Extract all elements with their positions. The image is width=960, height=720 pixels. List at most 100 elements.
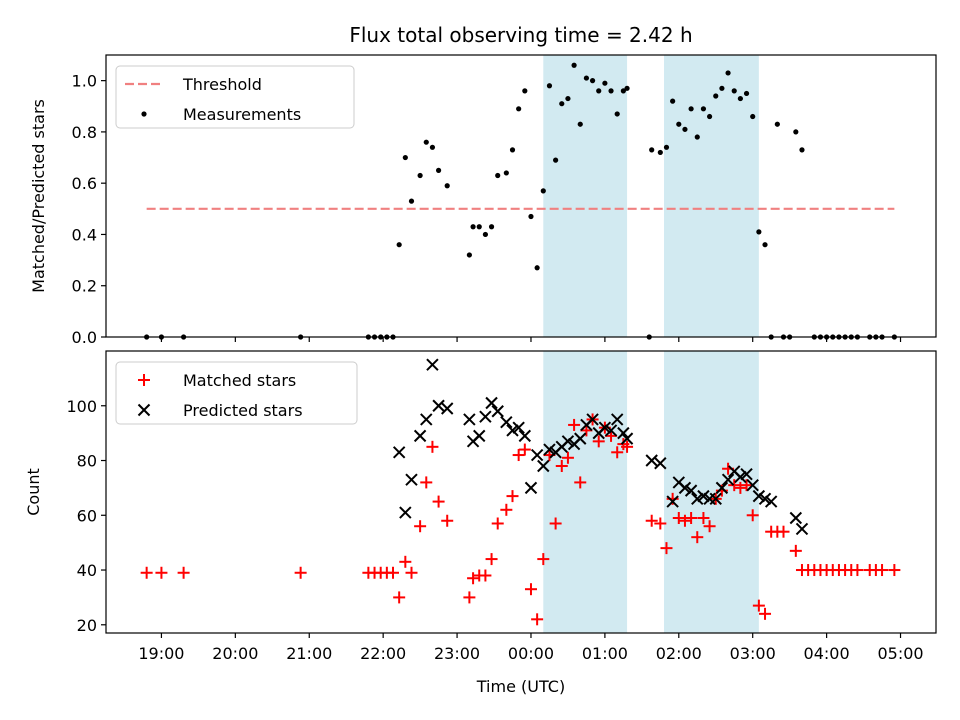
y-tick-label: 0.4 xyxy=(72,225,97,244)
data-point xyxy=(678,481,692,495)
observing-interval-shade xyxy=(664,351,759,633)
data-point xyxy=(516,106,522,112)
data-point xyxy=(561,435,575,448)
data-point xyxy=(654,517,667,530)
y-tick-label: 0.2 xyxy=(72,277,97,296)
data-point xyxy=(657,149,663,156)
data-point xyxy=(432,495,445,508)
data-point xyxy=(694,134,700,140)
legend-box xyxy=(115,65,355,129)
data-point xyxy=(503,170,509,176)
data-point xyxy=(417,172,423,179)
data-point xyxy=(876,564,889,577)
data-point xyxy=(624,85,630,91)
data-point xyxy=(731,88,737,94)
data-point xyxy=(793,129,799,135)
data-point xyxy=(426,440,439,453)
legend-key xyxy=(137,403,151,417)
data-point xyxy=(531,613,544,626)
data-point xyxy=(691,492,704,506)
x-tick-label: 21:00 xyxy=(286,644,332,663)
x-tick-label: 01:00 xyxy=(582,644,628,663)
series-matched-stars xyxy=(140,413,901,626)
data-point xyxy=(140,566,153,579)
x-tick-label: 23:00 xyxy=(434,644,480,663)
data-point xyxy=(414,520,427,533)
data-point xyxy=(703,520,716,533)
plot-frame xyxy=(105,350,937,634)
data-point xyxy=(495,172,501,179)
legend-key xyxy=(138,374,150,386)
data-point xyxy=(728,479,741,492)
data-point xyxy=(682,126,688,132)
data-point xyxy=(670,98,676,104)
data-point xyxy=(479,410,492,423)
data-point xyxy=(678,514,691,527)
data-point xyxy=(568,418,581,431)
data-point xyxy=(559,101,565,107)
data-point xyxy=(583,75,590,81)
x-tick-label: 20:00 xyxy=(212,644,258,663)
data-point xyxy=(402,154,408,161)
chart-title: Flux total observing time = 2.42 h xyxy=(349,23,692,47)
data-point xyxy=(294,566,307,579)
data-point xyxy=(470,224,476,230)
data-point xyxy=(645,514,658,527)
x-tick-label: 04:00 xyxy=(804,644,850,663)
data-point xyxy=(734,481,747,494)
series-predicted-stars xyxy=(392,358,809,536)
data-point xyxy=(488,224,495,230)
data-point xyxy=(777,525,790,538)
data-point xyxy=(592,435,605,448)
data-point xyxy=(479,569,492,582)
data-point xyxy=(700,106,707,112)
legend-label: Predicted stars xyxy=(183,401,303,420)
data-point xyxy=(177,566,190,579)
data-point xyxy=(740,479,753,492)
data-point xyxy=(506,490,519,503)
data-point xyxy=(746,509,759,522)
data-point xyxy=(746,478,759,492)
data-point xyxy=(405,473,418,486)
data-point xyxy=(399,555,412,568)
data-point xyxy=(688,106,694,112)
data-point xyxy=(413,429,427,443)
data-point xyxy=(485,553,498,566)
y-axis-label: Matched/Predicted stars xyxy=(29,99,48,293)
observing-interval-shade xyxy=(543,55,628,337)
data-point xyxy=(571,62,577,68)
data-point xyxy=(660,542,673,555)
x-tick-label: 00:00 xyxy=(508,644,554,663)
data-point xyxy=(524,481,538,495)
x-tick-label: 19:00 xyxy=(138,644,184,663)
data-point xyxy=(774,121,780,127)
data-point xyxy=(574,432,587,445)
data-point xyxy=(530,448,544,462)
data-point xyxy=(697,512,710,525)
x-tick-label: 22:00 xyxy=(360,644,406,663)
data-point xyxy=(620,432,634,445)
y-tick-label: 0.0 xyxy=(72,328,97,347)
data-point xyxy=(518,429,532,443)
legend: Threshold Measurements xyxy=(115,65,355,129)
data-point xyxy=(676,121,682,127)
data-point xyxy=(608,88,614,94)
data-point xyxy=(540,188,546,194)
legend-label: Matched stars xyxy=(183,371,296,390)
data-point xyxy=(574,476,587,489)
data-point xyxy=(713,93,719,99)
data-point xyxy=(799,147,805,153)
data-point xyxy=(617,426,630,440)
data-point xyxy=(426,358,439,371)
data-point xyxy=(602,80,608,86)
data-point xyxy=(561,451,574,464)
y-axis-label: Count xyxy=(24,468,43,516)
data-point xyxy=(420,413,433,426)
data-point xyxy=(491,405,504,418)
data-point xyxy=(423,139,429,145)
data-point xyxy=(709,492,722,506)
data-point xyxy=(743,90,750,97)
data-point xyxy=(789,544,802,557)
data-point xyxy=(392,446,406,459)
y-tick-label: 0.8 xyxy=(72,123,97,142)
